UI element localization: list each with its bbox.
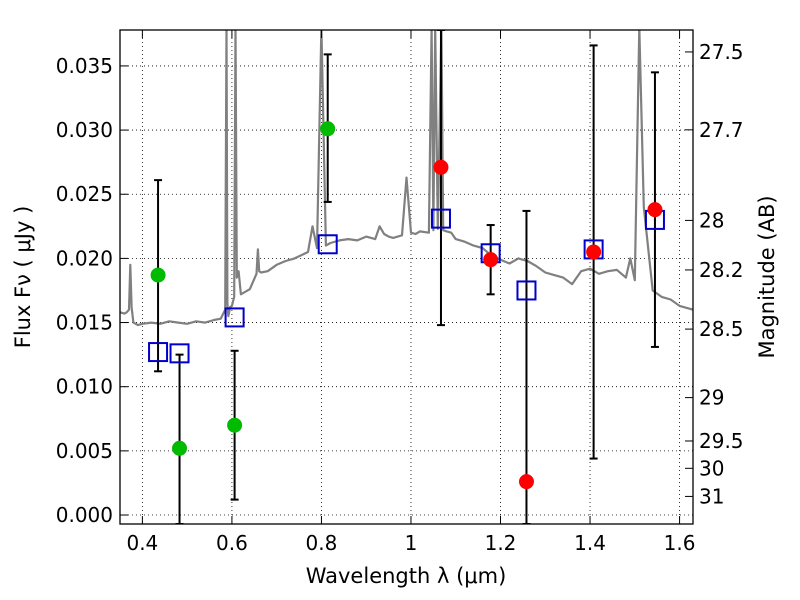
right-tick-label: 30 [699, 456, 724, 480]
x-tick-label: 0.8 [306, 531, 338, 555]
x-tick-label: 0.6 [216, 531, 248, 555]
y-tick-label: 0.015 [56, 311, 113, 335]
red-point [647, 202, 663, 218]
y-tick-label: 0.010 [56, 375, 113, 399]
model-square [148, 342, 169, 363]
plot-background [120, 30, 693, 524]
x-axis-label: Wavelength λ (μm) [306, 564, 507, 588]
red-point [433, 159, 449, 175]
y-tick-label: 0.005 [56, 439, 113, 463]
model-square [224, 307, 245, 328]
plot-frame [119, 29, 694, 525]
model-square [317, 234, 338, 255]
x-tick-label: 0.4 [126, 531, 158, 555]
y-axis-label: Flux Fν ( μJy ) [11, 206, 35, 349]
y-tick-label: 0.035 [56, 54, 113, 78]
right-tick-label: 29.5 [699, 429, 744, 453]
x-tick-label: 1.6 [664, 531, 696, 555]
data-layer [120, 30, 693, 524]
axis-ticks: 0.4 0.6 0.8 1 1.2 1.4 1.6 0.000 0.005 0.010 0.015 0… [56, 30, 744, 555]
y-tick-label: 0.000 [56, 503, 113, 527]
y-tick-label: 0.020 [56, 246, 113, 270]
green-point [227, 417, 243, 433]
red-point [518, 474, 534, 490]
right-tick-label: 31 [699, 484, 724, 508]
right-tick-label: 29 [699, 386, 724, 410]
x-tick-label: 1.4 [574, 531, 606, 555]
x-tick-label: 1.2 [485, 531, 517, 555]
spectrum-line [120, 30, 693, 327]
red-point [586, 244, 602, 260]
model-square [169, 343, 190, 364]
green-point [150, 267, 166, 283]
right-tick-label: 28 [699, 208, 724, 232]
model-square [430, 208, 451, 229]
y-tick-label: 0.025 [56, 182, 113, 206]
right-axis-label: Magnitude (AB) [755, 195, 779, 358]
green-point [172, 440, 188, 456]
right-tick-label: 27.7 [699, 118, 744, 142]
right-tick-label: 28.2 [699, 258, 744, 282]
right-tick-label: 28.5 [699, 317, 744, 341]
y-tick-label: 0.030 [56, 118, 113, 142]
model-square [516, 280, 537, 301]
right-tick-label: 27.5 [699, 40, 744, 64]
green-point [320, 121, 336, 137]
x-tick-label: 1 [405, 531, 418, 555]
red-point [483, 252, 499, 268]
